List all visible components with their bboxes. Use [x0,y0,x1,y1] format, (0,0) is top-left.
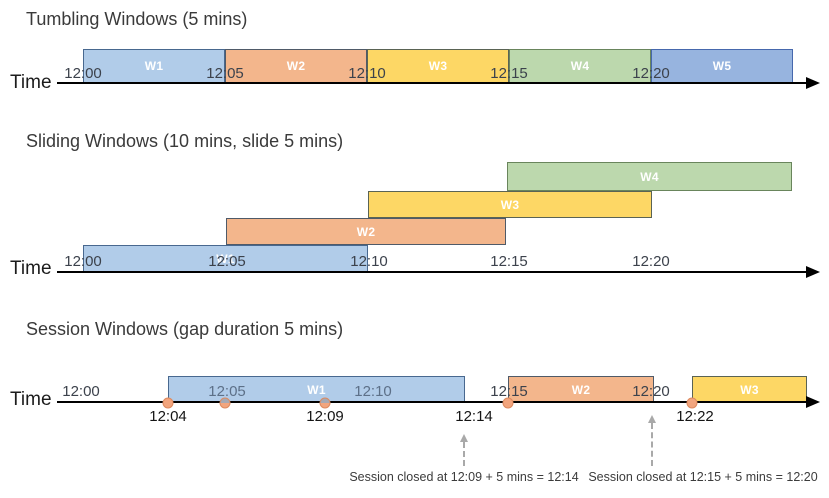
tumbling-window-w2: W2 [225,49,367,83]
window-label: W3 [500,197,520,212]
event-dot [162,397,174,409]
sliding-window-w3: W3 [368,191,652,218]
sliding-timeline [57,271,807,273]
time-tick: 12:00 [62,383,100,400]
time-tick: 12:15 [490,383,528,400]
time-axis-label: Time [10,72,52,93]
tumbling-section-title: Tumbling Windows (5 mins) [26,9,248,29]
window-label: W2 [286,59,306,73]
time-tick: 12:05 [208,383,246,400]
session-window-w2: W2 [508,376,654,403]
timeline-arrowhead-icon [806,396,820,408]
time-tick: 12:15 [490,253,528,270]
time-tick: 12:10 [350,253,388,270]
time-axis-label: Time [10,258,52,279]
event-time-label: 12:22 [676,408,714,425]
session-window-w3: W3 [692,376,807,403]
window-label: W3 [428,59,448,73]
tumbling-timeline [57,82,807,84]
tumbling-window-w5: W5 [651,49,793,83]
callout-dashed-arrow [463,442,465,466]
session-section-title: Session Windows (gap duration 5 mins) [26,319,344,339]
time-tick: 12:20 [632,383,670,400]
tumbling-window-w3: W3 [367,49,509,83]
time-axis-label: Time [10,389,52,410]
time-tick: 12:00 [64,65,102,82]
event-dot [686,397,698,409]
window-label: W3 [740,382,759,397]
event-dot [319,397,331,409]
sliding-window-w2: W2 [226,218,506,245]
time-tick: 12:10 [348,65,386,82]
session-annotation: Session closed at 12:09 + 5 mins = 12:14 [349,470,579,484]
window-label: W5 [712,59,732,73]
timeline-arrowhead-icon [806,266,820,278]
callout-dashed-arrow [651,423,653,466]
timeline-arrowhead-icon [806,77,820,89]
time-tick: 12:05 [208,253,246,270]
time-tick: 12:00 [64,253,102,270]
time-tick: 12:10 [354,383,392,400]
window-label: W2 [571,382,591,397]
event-dot [502,397,514,409]
time-tick: 12:20 [632,253,670,270]
window-label: W4 [640,169,659,184]
time-tick: 12:20 [632,65,670,82]
sliding-window-w4: W4 [507,162,792,191]
window-label: W1 [144,59,164,73]
event-time-label: 12:14 [455,408,493,425]
sliding-window-w1: W1 [83,245,368,272]
time-tick: 12:15 [490,65,528,82]
event-dot [219,397,231,409]
sliding-section-title: Sliding Windows (10 mins, slide 5 mins) [26,131,344,151]
window-label: W4 [570,59,590,73]
window-label: W2 [356,224,376,239]
tumbling-window-w1: W1 [83,49,225,83]
event-time-label: 12:04 [149,408,187,425]
window-label: W1 [216,251,235,266]
callout-arrowhead-icon [648,415,656,423]
session-annotation: Session closed at 12:15 + 5 mins = 12:20 [588,470,818,484]
window-label: W1 [307,382,326,397]
session-timeline [57,401,807,403]
callout-arrowhead-icon [460,434,468,442]
event-time-label: 12:09 [306,408,344,425]
tumbling-window-w4: W4 [509,49,651,83]
time-tick: 12:05 [206,65,244,82]
